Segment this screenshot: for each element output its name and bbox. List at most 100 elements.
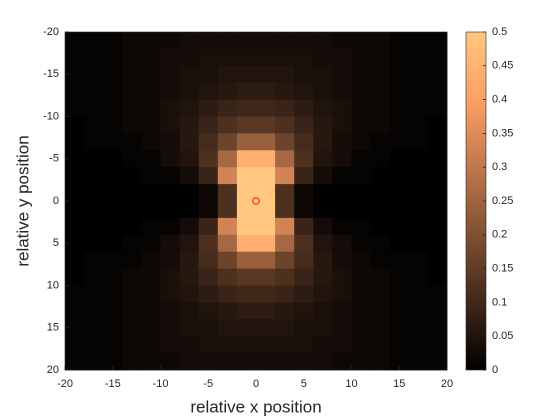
- heatmap-cell: [198, 150, 219, 168]
- heatmap-cell: [65, 353, 85, 371]
- heatmap-cell: [332, 285, 352, 303]
- heatmap-cell: [217, 302, 238, 320]
- heatmap-cell: [427, 353, 448, 371]
- colorbar-tick-label: 0.35: [492, 127, 513, 139]
- heatmap-cell: [84, 82, 104, 100]
- heatmap-cell: [122, 184, 142, 202]
- heatmap-cell: [198, 302, 219, 320]
- heatmap-cell: [160, 167, 180, 185]
- heatmap-cell: [408, 319, 429, 337]
- heatmap-cell: [294, 133, 314, 151]
- heatmap-cell: [141, 319, 161, 337]
- colorbar-tick-label: 0.15: [492, 263, 513, 275]
- heatmap-cell: [275, 167, 295, 185]
- heatmap-cell: [65, 234, 85, 253]
- heatmap-cell: [217, 285, 238, 303]
- heatmap-cell: [217, 82, 238, 100]
- heatmap-cell: [389, 201, 410, 219]
- heatmap-cell: [294, 184, 314, 202]
- heatmap-cell: [236, 319, 257, 337]
- heatmap-cell: [275, 217, 295, 236]
- y-tick-label: 20: [47, 364, 59, 376]
- heatmap-cell: [65, 201, 85, 219]
- heatmap-cell: [236, 234, 257, 253]
- heatmap-cell: [427, 285, 448, 303]
- heatmap-cell: [84, 48, 104, 67]
- heatmap-cell: [256, 82, 276, 100]
- heatmap-cell: [351, 82, 371, 100]
- heatmap-cell: [122, 285, 142, 303]
- heatmap-cell: [84, 285, 104, 303]
- heatmap-cell: [160, 133, 180, 151]
- heatmap-cell: [351, 319, 371, 337]
- heatmap-cell: [179, 150, 200, 168]
- heatmap-cell: [141, 82, 161, 100]
- heatmap-cell: [84, 150, 104, 168]
- heatmap-cell: [351, 336, 371, 354]
- heatmap-cell: [427, 48, 448, 67]
- heatmap-cell: [389, 150, 410, 168]
- heatmap-cell: [389, 234, 410, 253]
- heatmap-cell: [313, 184, 333, 202]
- center-marker: [252, 197, 260, 205]
- heatmap-cell: [122, 167, 142, 185]
- heatmap-cell: [313, 217, 333, 236]
- heatmap-cell: [198, 201, 219, 219]
- y-tick-label: 10: [47, 279, 59, 291]
- heatmap-cell: [370, 268, 391, 286]
- heatmap-cell: [236, 184, 257, 202]
- heatmap-cell: [236, 116, 257, 134]
- heatmap-cell: [236, 99, 257, 117]
- heatmap-cell: [389, 65, 410, 84]
- heatmap-cell: [160, 268, 180, 286]
- heatmap-cell: [427, 319, 448, 337]
- heatmap-cell: [389, 251, 410, 269]
- heatmap-cell: [332, 336, 352, 354]
- heatmap-cell: [84, 65, 104, 84]
- heatmap-cell: [389, 268, 410, 286]
- heatmap: [65, 32, 448, 371]
- heatmap-cell: [351, 251, 371, 269]
- heatmap-cell: [198, 268, 219, 286]
- heatmap-cell: [313, 32, 333, 50]
- heatmap-cell: [236, 251, 257, 269]
- heatmap-cell: [351, 48, 371, 67]
- heatmap-cell: [179, 48, 200, 67]
- heatmap-cell: [370, 285, 391, 303]
- heatmap-cell: [65, 251, 85, 269]
- heatmap-cell: [389, 99, 410, 117]
- colorbar-tick-label: 0.25: [492, 195, 513, 207]
- heatmap-cell: [141, 201, 161, 219]
- y-tick-label: 15: [47, 322, 59, 334]
- heatmap-cell: [370, 82, 391, 100]
- colorbar-tick-label: 0: [492, 364, 498, 376]
- heatmap-cell: [389, 353, 410, 371]
- heatmap-cell: [332, 167, 352, 185]
- heatmap-cell: [427, 82, 448, 100]
- heatmap-cell: [351, 133, 371, 151]
- heatmap-cell: [179, 251, 200, 269]
- heatmap-cell: [389, 82, 410, 100]
- heatmap-cell: [141, 99, 161, 117]
- heatmap-cell: [236, 48, 257, 67]
- heatmap-cell: [122, 150, 142, 168]
- heatmap-cell: [198, 82, 219, 100]
- heatmap-cell: [141, 336, 161, 354]
- heatmap-cell: [294, 116, 314, 134]
- heatmap-cell: [351, 65, 371, 84]
- heatmap-cell: [427, 99, 448, 117]
- heatmap-cell: [294, 268, 314, 286]
- heatmap-cell: [294, 32, 314, 50]
- heatmap-cell: [294, 353, 314, 371]
- heatmap-cell: [294, 285, 314, 303]
- heatmap-cell: [198, 285, 219, 303]
- heatmap-cell: [122, 82, 142, 100]
- y-tick-label: -15: [43, 68, 59, 80]
- heatmap-cell: [427, 65, 448, 84]
- heatmap-cell: [275, 319, 295, 337]
- heatmap-cell: [256, 150, 276, 168]
- heatmap-cell: [179, 133, 200, 151]
- heatmap-cell: [65, 99, 85, 117]
- heatmap-cell: [332, 48, 352, 67]
